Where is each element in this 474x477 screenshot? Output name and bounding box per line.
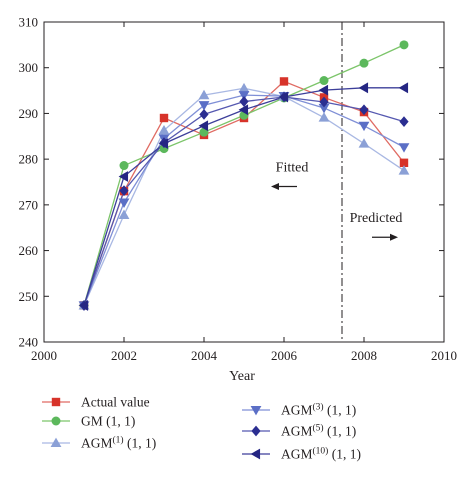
data-point-s6	[238, 104, 249, 116]
x-tick-label: 2004	[191, 348, 218, 363]
data-point-s3	[358, 138, 370, 148]
data-point-s3	[398, 165, 410, 175]
data-point-s3	[198, 89, 210, 100]
data-point-s6	[158, 138, 169, 149]
legend-label-base: AGM	[281, 447, 313, 462]
legend-label-superscript: (3)	[313, 402, 324, 413]
data-point-s6	[118, 171, 129, 182]
legend-marker-4	[250, 405, 262, 416]
data-point-s4	[238, 91, 250, 101]
data-point-s3	[158, 124, 170, 135]
x-tick-label: 2000	[31, 348, 57, 363]
data-point-s6	[198, 120, 209, 132]
data-point-s4	[358, 121, 370, 132]
legend-label-2: GM (1, 1)	[81, 414, 135, 429]
data-point-s5	[359, 104, 369, 116]
x-tick-label: 2006	[271, 348, 298, 363]
y-tick-label: 280	[19, 152, 39, 167]
x-tick-label: 2002	[111, 348, 137, 363]
data-point-s2	[399, 40, 409, 50]
data-point-s6	[78, 300, 89, 311]
data-point-s5	[319, 96, 329, 108]
legend-label-base: Actual value	[81, 395, 150, 410]
legend-label-superscript: (10)	[313, 446, 329, 457]
legend-label-suffix: (1, 1)	[324, 424, 357, 439]
data-point-s4	[118, 198, 130, 208]
data-point-s1	[399, 158, 409, 167]
data-point-s2	[319, 76, 329, 86]
legend-label-base: AGM	[281, 424, 313, 439]
legend-label-4: AGM(3) (1, 1)	[281, 402, 356, 418]
data-point-s1	[159, 113, 169, 123]
data-point-s6	[318, 84, 329, 96]
data-point-s3	[238, 82, 250, 93]
data-point-s5	[239, 96, 249, 107]
annotation-fitted: Fitted	[276, 160, 309, 175]
data-point-s2	[119, 161, 129, 171]
legend-label-suffix: (1, 1)	[324, 403, 357, 418]
x-axis-title: Year	[229, 369, 255, 384]
legend-label-superscript: (5)	[313, 423, 324, 434]
data-point-s4	[398, 143, 410, 153]
legend-label-superscript: (1)	[113, 435, 124, 446]
y-tick-label: 250	[19, 289, 39, 304]
legend-marker-2	[51, 416, 61, 426]
data-point-s4	[318, 103, 330, 114]
legend-marker-6	[250, 448, 261, 460]
series-line-4	[83, 94, 405, 306]
data-point-s6	[398, 82, 409, 94]
legend-label-3: AGM(1) (1, 1)	[81, 435, 156, 451]
y-tick-label: 240	[19, 335, 39, 350]
legend-label-base: AGM	[81, 436, 113, 451]
data-point-s6	[278, 91, 289, 103]
data-point-s3	[118, 209, 130, 219]
legend-label-5: AGM(5) (1, 1)	[281, 423, 356, 439]
y-tick-label: 310	[19, 15, 39, 30]
legend-label-suffix: (1, 1)	[124, 436, 157, 451]
plot-area: Fitted Predicted	[78, 22, 410, 342]
y-tick-label: 270	[19, 197, 39, 212]
predicted-arrow-head	[390, 233, 398, 241]
y-tick-label: 260	[19, 243, 39, 258]
legend-label-6: AGM(10) (1, 1)	[281, 446, 361, 462]
series-line-5	[83, 96, 405, 306]
legend-marker-1	[51, 397, 61, 407]
legend-label-suffix: (1, 1)	[328, 447, 361, 462]
axes: 2000 2002 2004 2006 2008 2010 240 250 260 270 280 2…	[19, 15, 458, 364]
data-point-s5	[199, 108, 209, 120]
annotation-predicted: Predicted	[350, 211, 403, 226]
legend-label-base: GM (1, 1)	[81, 414, 135, 429]
fitted-arrow-head	[271, 182, 279, 190]
data-point-s4	[198, 101, 210, 111]
legend-label-1: Actual value	[81, 395, 150, 410]
legend-marker-3	[50, 437, 62, 448]
data-point-s2	[359, 58, 369, 68]
data-point-s6	[358, 82, 369, 94]
legend-marker-5	[251, 425, 261, 437]
data-point-s5	[119, 185, 129, 197]
data-point-s5	[399, 116, 409, 128]
x-tick-label: 2008	[351, 348, 377, 363]
x-tick-label: 2010	[431, 348, 457, 363]
data-point-s1	[279, 77, 289, 86]
y-tick-label: 300	[19, 60, 39, 75]
data-point-s3	[318, 112, 330, 122]
plot-frame	[43, 21, 445, 343]
legend-label-base: AGM	[281, 403, 313, 418]
y-tick-label: 290	[19, 106, 39, 121]
